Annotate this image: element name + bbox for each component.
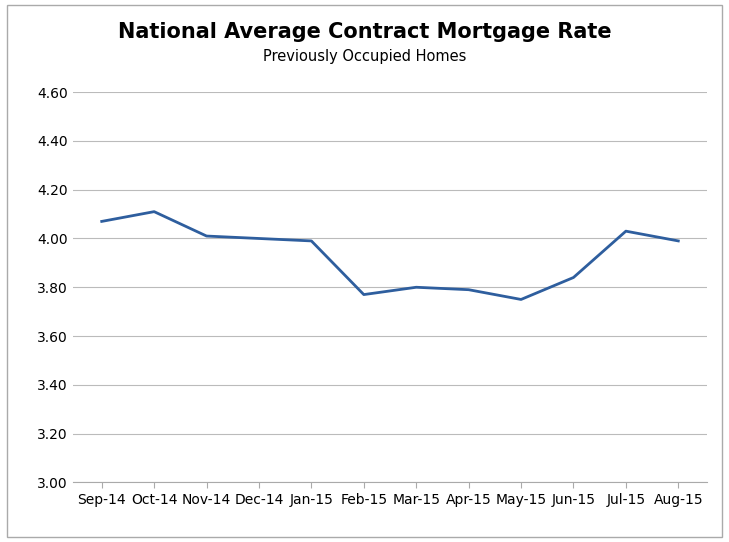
Text: Previously Occupied Homes: Previously Occupied Homes <box>263 49 466 64</box>
Text: National Average Contract Mortgage Rate: National Average Contract Mortgage Rate <box>117 22 612 42</box>
